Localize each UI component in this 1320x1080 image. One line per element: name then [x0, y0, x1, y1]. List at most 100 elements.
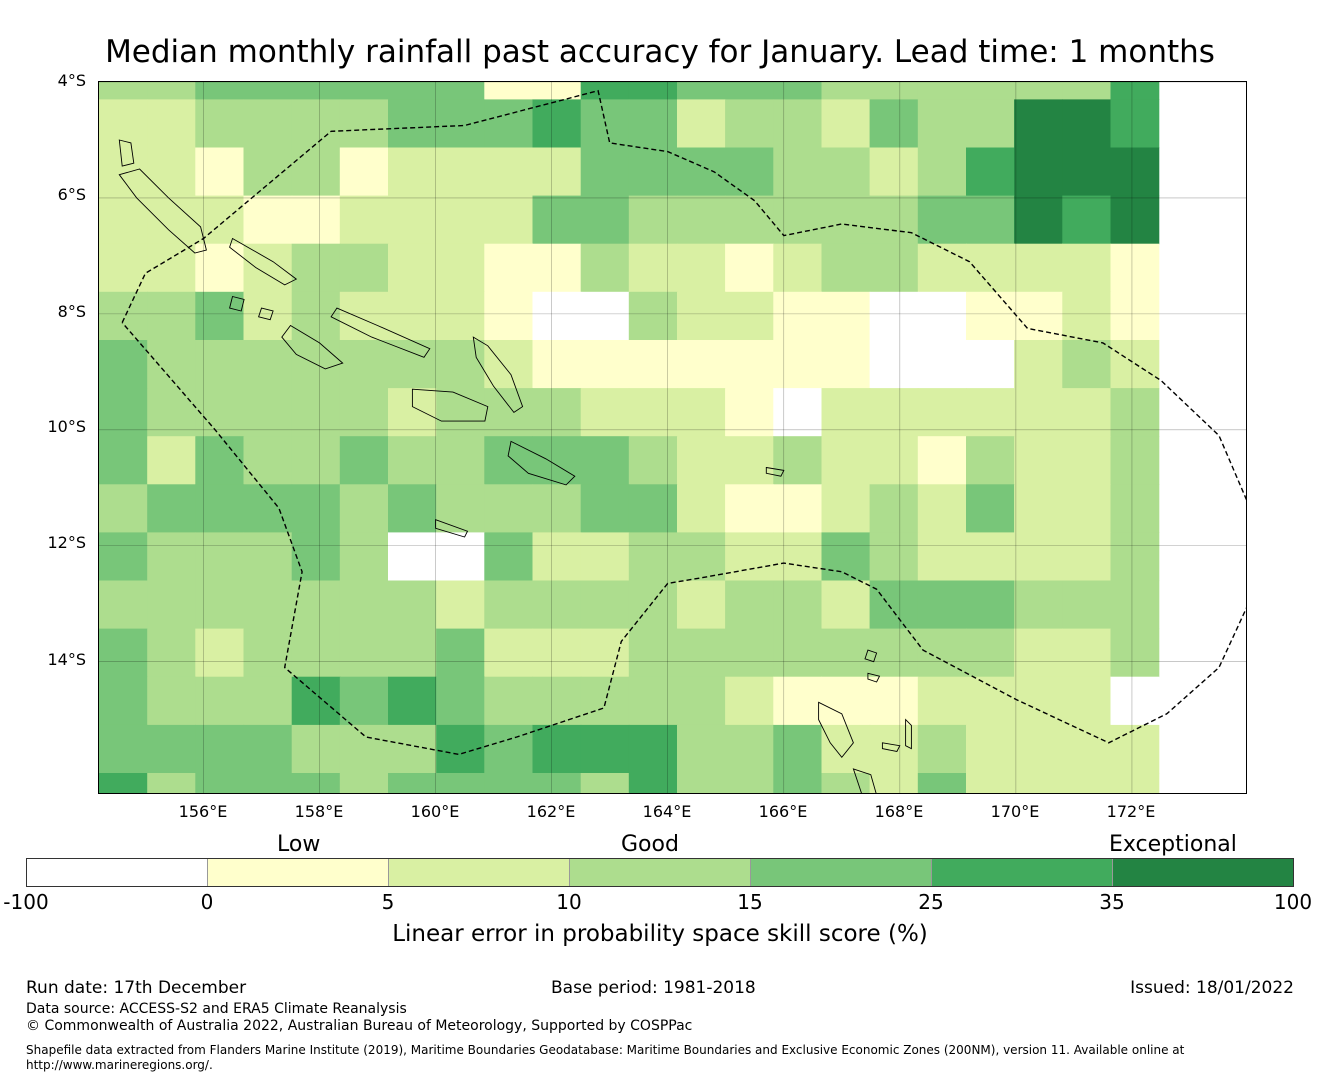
- grid-cell: [1110, 580, 1160, 630]
- grid-cell: [1014, 436, 1063, 485]
- grid-cell: [388, 628, 437, 678]
- grid-cell: [628, 291, 678, 341]
- grid-cell: [821, 676, 871, 726]
- grid-cell: [725, 532, 774, 582]
- grid-cell: [725, 147, 774, 197]
- grid-cell: [677, 628, 726, 678]
- grid-cell: [966, 628, 1015, 678]
- lat-label-12s: 12°S: [47, 533, 86, 552]
- colorbar-segment-0: [27, 859, 208, 886]
- grid-cell: [966, 388, 1015, 437]
- grid-cell: [532, 724, 582, 774]
- grid-cell: [725, 628, 774, 678]
- grid-cell: [677, 436, 726, 485]
- grid-cell: [99, 484, 148, 533]
- grid-cell: [580, 291, 630, 341]
- grid-cell: [339, 388, 389, 437]
- grid-cell: [628, 99, 678, 149]
- grid-cell: [1014, 291, 1063, 341]
- gridlines: [99, 82, 1246, 793]
- grid-cell: [388, 676, 437, 726]
- grid-cell: [243, 532, 293, 582]
- grid-cell: [628, 628, 678, 678]
- grid-cell: [869, 773, 919, 793]
- grid-cell: [1062, 388, 1112, 437]
- island-coastline: [435, 519, 469, 538]
- grid-cell: [339, 147, 389, 197]
- grid-cell: [1110, 388, 1160, 437]
- lon-label-158e: 158°E: [294, 802, 344, 821]
- grid-cell: [1062, 436, 1112, 485]
- grid-cell: [869, 628, 919, 678]
- grid-cell: [917, 195, 967, 245]
- grid-cell: [1110, 532, 1160, 582]
- grid-cell: [436, 340, 485, 389]
- grid-cell: [388, 340, 437, 389]
- grid-cell: [725, 82, 774, 100]
- grid-cell: [339, 99, 389, 149]
- grid-cell: [1062, 773, 1112, 793]
- grid-cell: [1062, 99, 1112, 149]
- island-coastline: [905, 718, 912, 750]
- grid-cell: [339, 532, 389, 582]
- grid-cell: [628, 388, 678, 437]
- grid-cell: [436, 388, 485, 437]
- grid-cell: [580, 436, 630, 485]
- grid-cell: [532, 99, 582, 149]
- grid-cell: [628, 532, 678, 582]
- grid-cell: [628, 484, 678, 533]
- grid-cell: [580, 773, 630, 793]
- grid-cell: [291, 99, 341, 149]
- grid-cell: [725, 580, 774, 630]
- grid-cell: [484, 676, 534, 726]
- grid-cell: [869, 99, 919, 149]
- grid-cell: [243, 388, 293, 437]
- grid-cell: [966, 82, 1015, 100]
- grid-cell: [821, 580, 871, 630]
- grid-cell: [195, 484, 245, 533]
- grid-cell: [532, 773, 582, 793]
- grid-cell: [725, 676, 774, 726]
- run-date: Run date: 17th December: [26, 978, 247, 998]
- grid-cell: [99, 82, 148, 100]
- lat-label-4s: 4°S: [57, 71, 86, 90]
- grid-cell: [917, 99, 967, 149]
- lon-label-162e: 162°E: [526, 802, 576, 821]
- grid-cell: [195, 147, 245, 197]
- base-period: Base period: 1981-2018: [551, 978, 756, 998]
- grid-cell: [147, 291, 196, 341]
- grid-cell: [339, 676, 389, 726]
- island-coastline: [867, 672, 881, 683]
- grid-cell: [436, 291, 485, 341]
- grid-cell: [436, 532, 485, 582]
- grid-cell: [869, 532, 919, 582]
- grid-cell: [628, 243, 678, 293]
- grid-cell: [966, 436, 1015, 485]
- grid-cell: [291, 484, 341, 533]
- grid-cell: [773, 388, 823, 437]
- grid-cell: [532, 195, 582, 245]
- grid-cell: [1014, 82, 1063, 100]
- grid-cell: [725, 291, 774, 341]
- grid-cell: [821, 773, 871, 793]
- lat-label-10s: 10°S: [47, 417, 86, 436]
- grid-cell: [436, 147, 485, 197]
- grid-cell: [484, 724, 534, 774]
- category-low: Low: [277, 832, 321, 857]
- grid-cell: [243, 82, 293, 100]
- grid-cell: [677, 82, 726, 100]
- grid-cell: [291, 291, 341, 341]
- grid-cell: [869, 82, 919, 100]
- island-coastline: [118, 139, 135, 167]
- grid-cell: [243, 628, 293, 678]
- grid-cell: [917, 340, 967, 389]
- grid-cell: [725, 724, 774, 774]
- grid-cell: [1110, 195, 1160, 245]
- grid-cell: [436, 195, 485, 245]
- map-canvas: [99, 82, 1246, 793]
- grid-cell: [869, 195, 919, 245]
- island-coastline: [281, 324, 344, 370]
- grid-cell: [1062, 243, 1112, 293]
- grid-cell: [1062, 147, 1112, 197]
- grid-cell: [147, 147, 196, 197]
